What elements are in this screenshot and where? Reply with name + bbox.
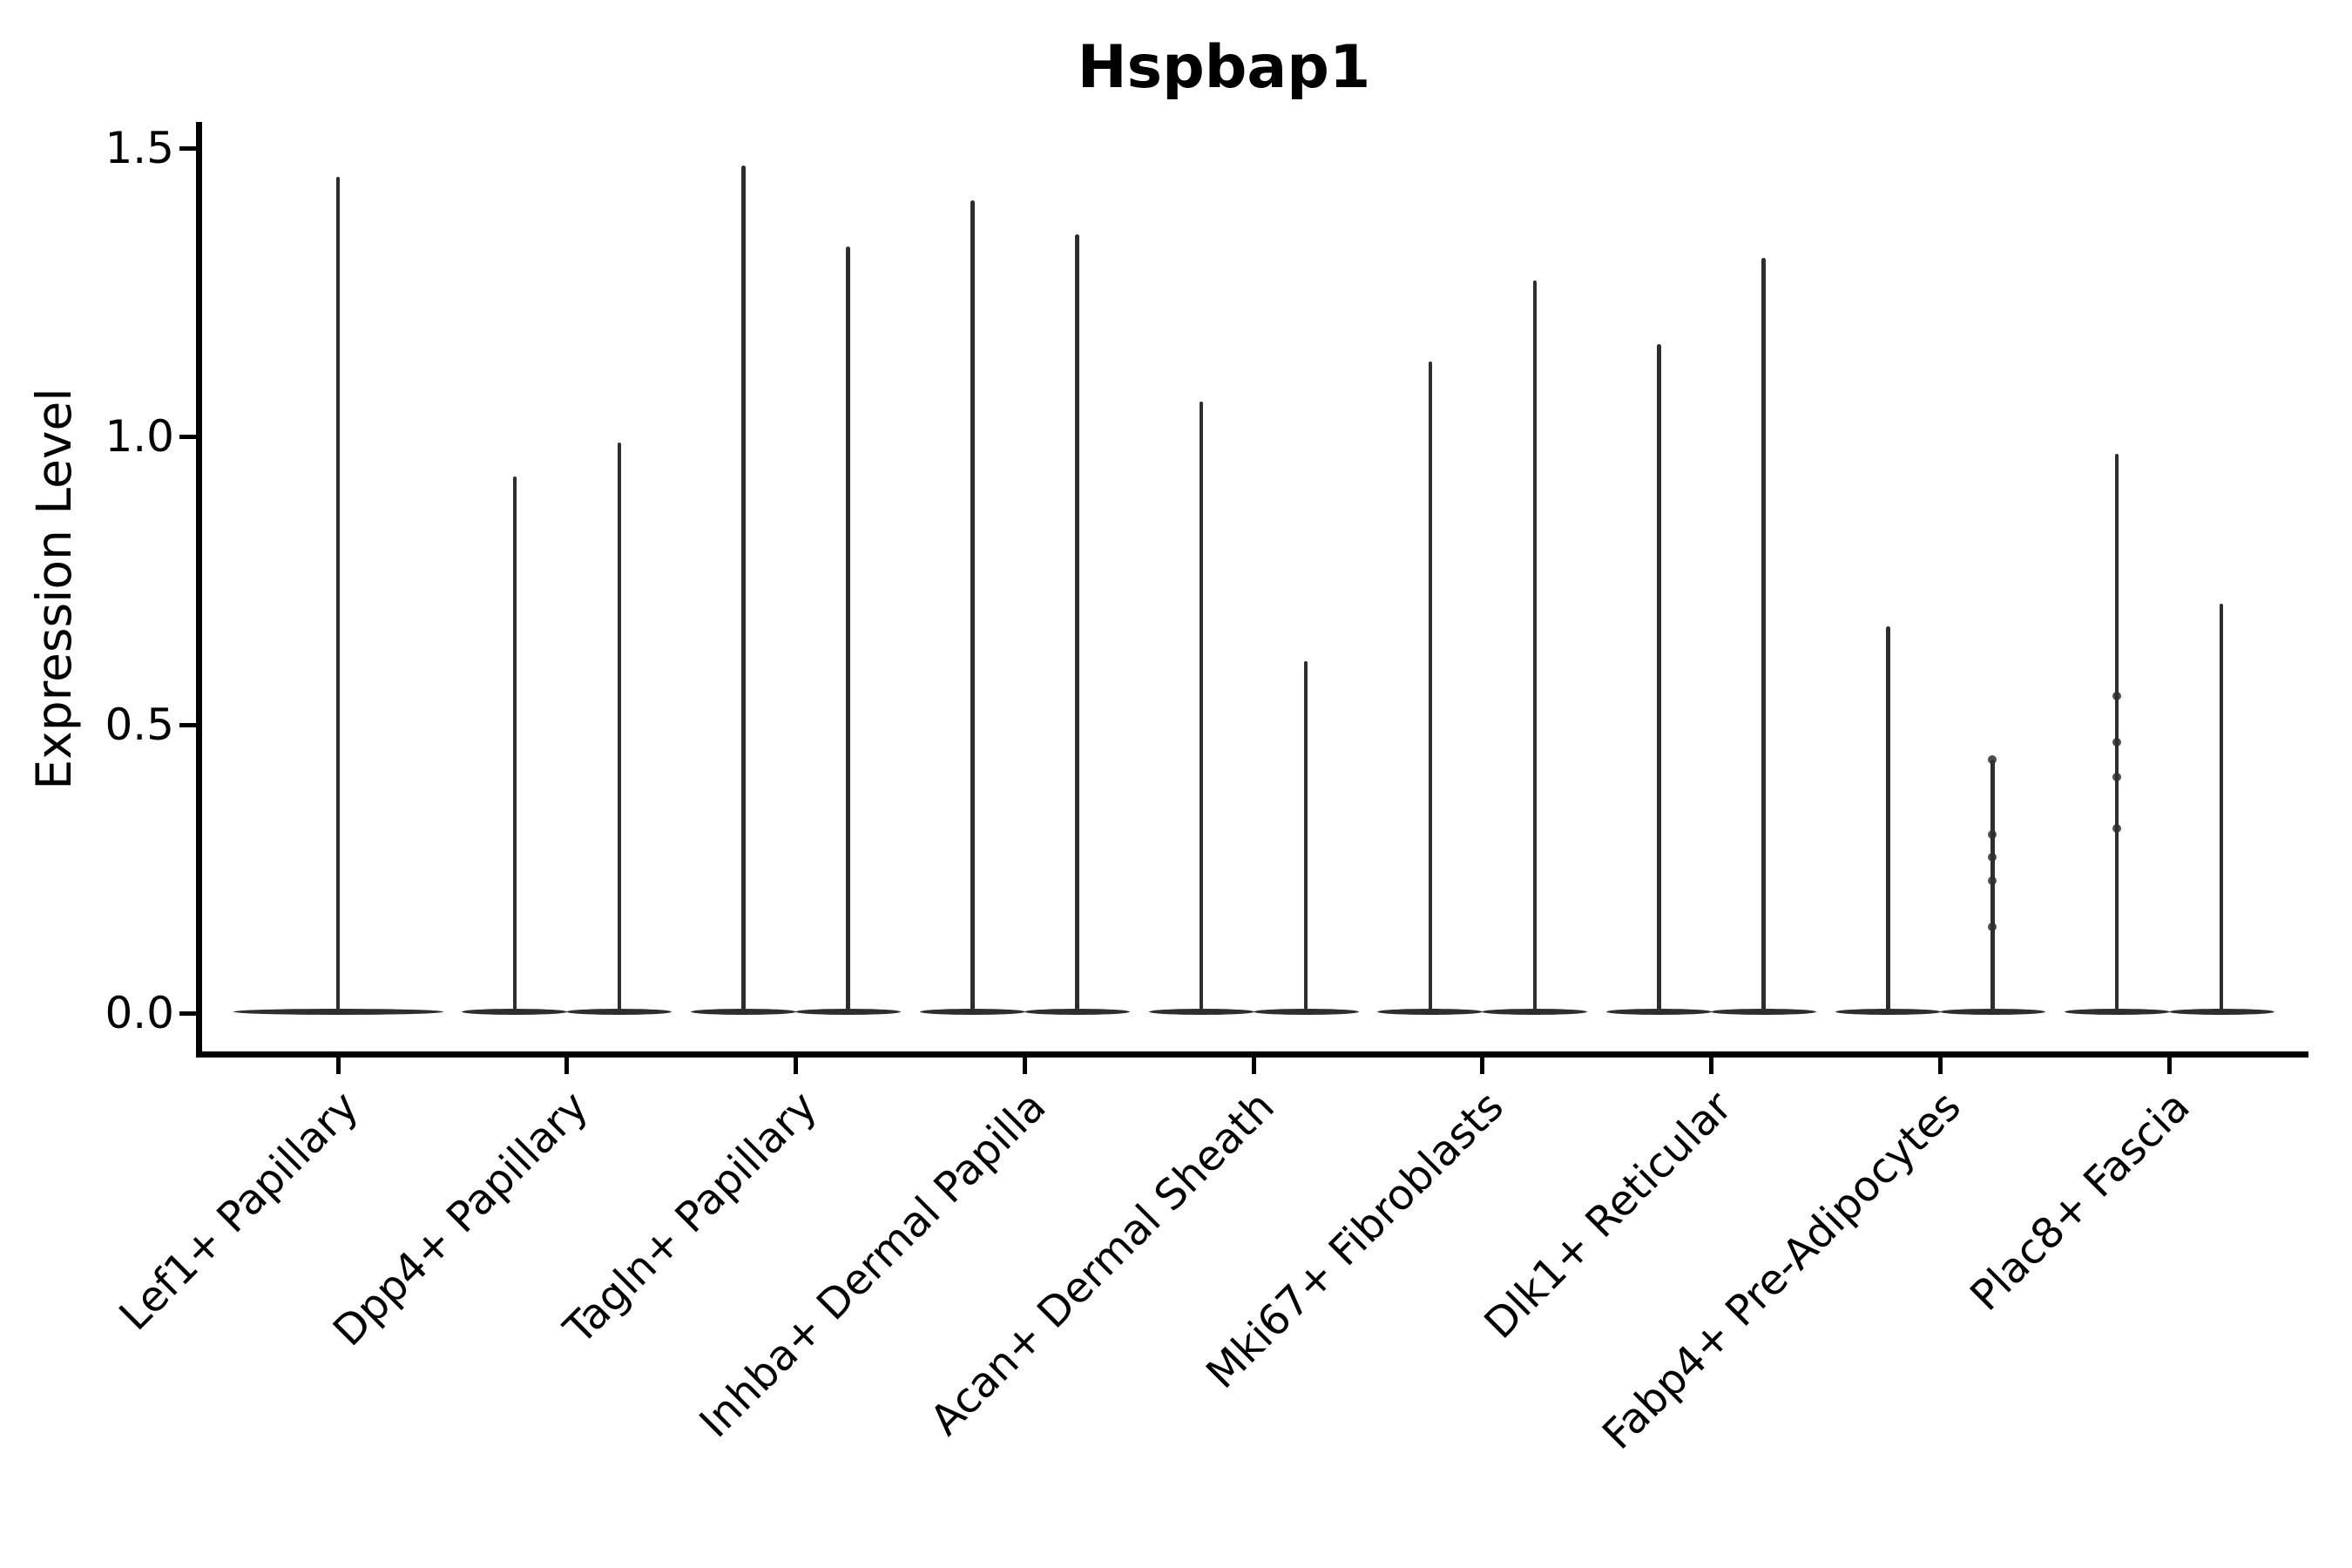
data-point [1988, 754, 1997, 764]
x-tick [1937, 1054, 1943, 1074]
x-tick-label: Tagln+ Papillary [554, 1082, 827, 1354]
data-point [2112, 737, 2121, 747]
data-point [1988, 922, 1997, 931]
violin-spike [1990, 759, 1995, 1015]
x-tick [2166, 1054, 2172, 1074]
y-tick [179, 434, 196, 439]
y-tick [179, 145, 196, 151]
data-point [2112, 772, 2121, 781]
data-point [1988, 853, 1997, 862]
violin-spike [1303, 661, 1308, 1015]
violin-spike [741, 165, 746, 1015]
y-tick-label: 1.5 [105, 123, 174, 173]
data-point [1988, 875, 1997, 885]
y-tick-label: 0.5 [105, 700, 174, 750]
violin-spike [1199, 402, 1204, 1015]
data-point [2112, 824, 2121, 834]
violin-spike [1075, 234, 1079, 1015]
x-tick [1709, 1054, 1713, 1074]
x-tick-label: Dlk1+ Reticular [1475, 1082, 1742, 1348]
violin-spike [1761, 257, 1766, 1015]
violin-spike [1428, 361, 1432, 1015]
data-point [2112, 691, 2121, 700]
x-tick [1022, 1054, 1027, 1074]
violin-spike [846, 246, 850, 1015]
y-tick [179, 722, 196, 727]
violin-spike [1532, 280, 1537, 1015]
violin-spike [970, 199, 975, 1015]
data-point [1988, 829, 1997, 839]
y-tick-label: 0.0 [105, 988, 174, 1038]
x-tick-label: Dpp4+ Papillary [323, 1082, 598, 1356]
x-tick [794, 1054, 798, 1074]
violin-spike [2114, 453, 2119, 1015]
y-axis-spine [196, 122, 202, 1058]
chart-title: Hspbap1 [1077, 33, 1371, 102]
violin-spike [335, 177, 341, 1015]
x-tick [1480, 1054, 1485, 1074]
x-tick-label: Lef1+ Papillary [110, 1082, 368, 1341]
violin-spike [1886, 626, 1890, 1015]
violin-spike [512, 476, 517, 1015]
x-tick [564, 1054, 570, 1074]
violin-spike [617, 442, 621, 1015]
violin-spike [1657, 344, 1661, 1015]
y-tick-label: 1.0 [105, 411, 174, 462]
x-tick [1251, 1054, 1256, 1074]
violin-spike [2219, 603, 2224, 1015]
x-tick [335, 1054, 341, 1074]
x-tick-label: Plac8+ Fascia [1961, 1082, 2200, 1321]
y-tick [179, 1010, 196, 1016]
